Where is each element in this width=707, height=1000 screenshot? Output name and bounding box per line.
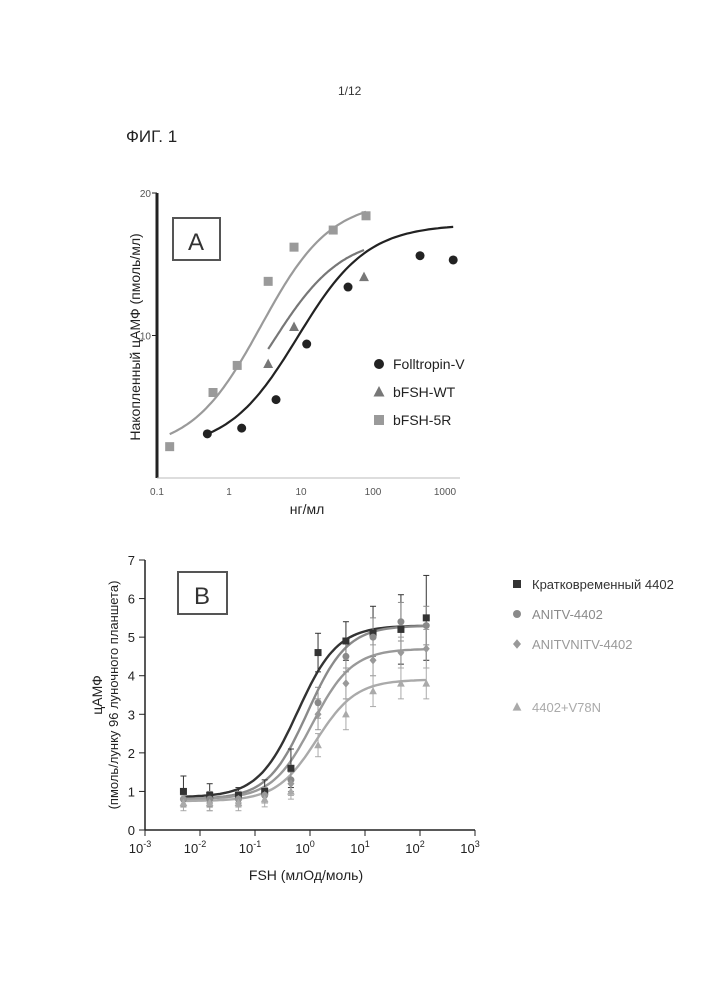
chart-a-data-points [165, 211, 458, 452]
panel-a-box [172, 217, 221, 261]
chart-a-fit-curve-circle [206, 225, 454, 436]
chart-a-point-circle [343, 282, 353, 292]
chart-a-point-circle [415, 251, 425, 261]
chart-a-x-tick-label: 10 [295, 487, 307, 498]
chart-a-point-square [232, 360, 242, 370]
chart-a-y-tick-label: 10 [140, 332, 152, 343]
chart-a-point-square [361, 211, 371, 221]
chart-a-point-square [289, 242, 299, 252]
chart-a-y-label: Накопленный цАМФ (пмоль/мл) [127, 233, 143, 440]
chart-a-point-square [208, 388, 218, 397]
chart-a-legend-marker-circle [374, 359, 384, 369]
chart-a-legend: Folltropin-V bFSH-WT bFSH-5R [373, 356, 465, 428]
chart-a-fit-curve-triangle [267, 248, 365, 350]
chart-a-tick-labels: 0.1 1 10 100 1000 10 20 [140, 189, 457, 498]
page-number: 1/12 [338, 84, 362, 98]
chart-a-point-square [165, 442, 175, 452]
chart-a-legend-marker-square [374, 415, 384, 425]
panel-a-label: A [188, 229, 204, 256]
chart-a-point-circle [202, 429, 212, 439]
chart-a-y-tick-label: 20 [140, 189, 152, 200]
chart-a-x-tick-label: 0.1 [150, 487, 164, 498]
chart-a-point-circle [271, 395, 281, 405]
chart-a-x-tick-label: 1000 [434, 487, 457, 498]
chart-a-point-triangle [263, 358, 274, 369]
chart-a-x-label: нг/мл [290, 501, 325, 517]
chart-a-legend-label: Folltropin-V [393, 356, 465, 372]
figure-label: ФИГ. 1 [126, 127, 178, 146]
chart-a-point-square [328, 225, 338, 235]
chart-a-point-square [263, 276, 273, 286]
chart-a-point-triangle [289, 321, 299, 331]
chart-a-point-circle [302, 339, 312, 349]
chart-a-legend-label: bFSH-WT [393, 384, 456, 400]
chart-a-legend-label: bFSH-5R [393, 412, 451, 428]
chart-a-point-circle [448, 255, 458, 265]
chart-a-point-triangle [359, 271, 369, 282]
chart-a-x-tick-label: 100 [365, 487, 382, 498]
chart-a-x-tick-label: 1 [226, 487, 232, 498]
chart-a-point-circle [237, 423, 247, 433]
chart-a-legend-marker-triangle [373, 386, 385, 397]
